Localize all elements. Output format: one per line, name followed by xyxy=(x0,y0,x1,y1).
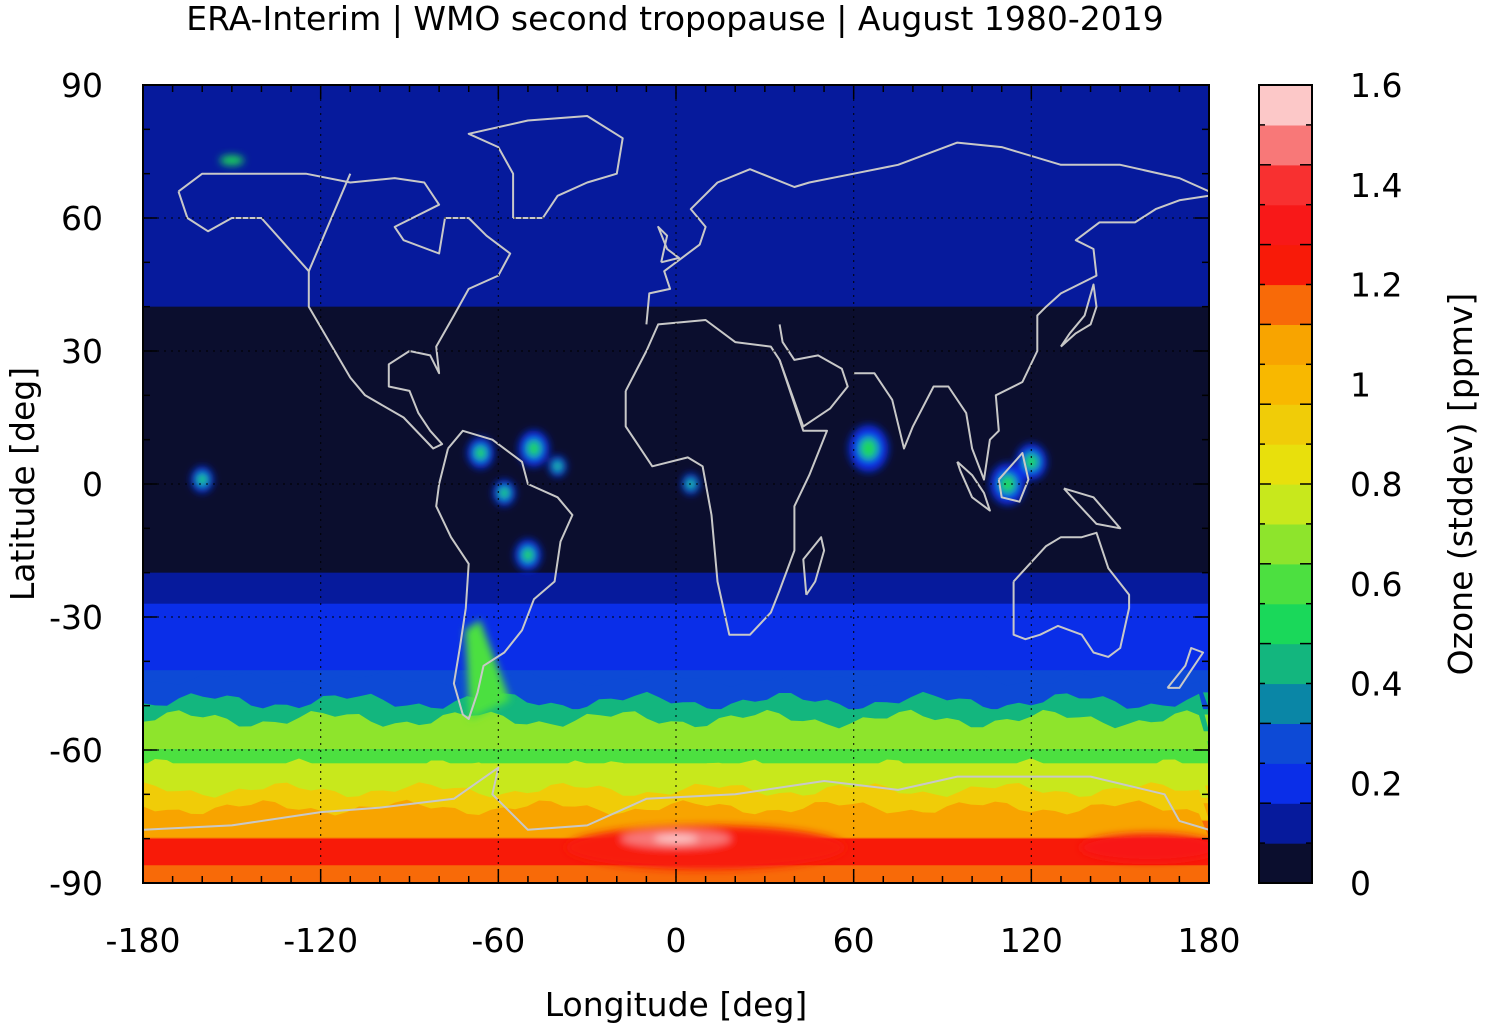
coastline xyxy=(1063,487,1122,530)
x-tick-label: 180 xyxy=(1178,921,1241,960)
y-tick-labels: 90 60 30 0 -30 -60 -90 xyxy=(49,66,103,903)
coastline xyxy=(435,429,574,720)
x-tick-label: 60 xyxy=(833,921,875,960)
colorbar-segment xyxy=(1259,683,1312,724)
colorbar-tick-label: 1.6 xyxy=(1350,66,1402,105)
colorbar-segment xyxy=(1259,124,1312,166)
y-tick-label: 30 xyxy=(61,332,103,371)
latitude-band xyxy=(143,147,1209,308)
colorbar-segment xyxy=(1259,763,1312,804)
grid-lines xyxy=(143,85,1209,883)
coastline xyxy=(778,324,849,428)
colorbar-tick-labels: 1.6 1.4 1.2 1 0.8 0.6 0.4 0.2 0 xyxy=(1350,66,1402,903)
tropical-blob xyxy=(197,473,208,486)
colorbar-tick-label: 1.2 xyxy=(1350,266,1402,305)
ozone-map xyxy=(143,85,1209,883)
x-tick-label: 0 xyxy=(666,921,687,960)
x-tick-label: -120 xyxy=(283,921,358,960)
colorbar-segment xyxy=(1259,843,1312,884)
arctic-blob xyxy=(219,155,244,166)
colorbar-segment xyxy=(1259,85,1312,126)
coastline xyxy=(645,141,1209,325)
tropical-blob xyxy=(999,474,1016,494)
tropical-blob xyxy=(499,486,510,499)
colorbar-tick-label: 0.2 xyxy=(1350,764,1402,803)
tropical-blob xyxy=(526,440,541,457)
colorbar-tick-label: 0.4 xyxy=(1350,665,1402,704)
colorbar-segment xyxy=(1259,164,1312,206)
y-tick-label: 90 xyxy=(61,66,103,105)
y-tick-label: -90 xyxy=(49,864,103,903)
tropical-blob xyxy=(553,461,562,472)
colorbar-tick-label: 1 xyxy=(1350,365,1371,404)
colorbar-segment xyxy=(1259,244,1312,286)
tropical-blob xyxy=(859,437,878,460)
axis-ticks xyxy=(142,84,1210,884)
coastline xyxy=(657,225,680,264)
colorbar-segment xyxy=(1259,204,1312,246)
x-axis-label: Longitude [deg] xyxy=(545,985,808,1024)
coastline xyxy=(853,194,1209,481)
x-tick-label: -60 xyxy=(471,921,525,960)
coastline xyxy=(177,172,512,450)
polar-patch xyxy=(1079,833,1209,862)
x-tick-label: 120 xyxy=(1000,921,1063,960)
coastline xyxy=(143,766,1209,831)
coastline xyxy=(802,536,826,596)
chart-title: ERA-Interim | WMO second tropopause | Au… xyxy=(186,0,1163,38)
colorbar-segment xyxy=(1259,324,1312,365)
colorbar-tick-label: 0.8 xyxy=(1350,465,1402,504)
coastline xyxy=(1012,531,1131,658)
coastline xyxy=(956,461,991,512)
x-tick-labels: -180 -120 -60 0 60 120 180 xyxy=(106,921,1241,960)
colorbar-segment xyxy=(1259,284,1312,325)
band-edge xyxy=(143,799,1209,838)
colorbar xyxy=(1259,85,1312,884)
coastline xyxy=(997,452,1030,503)
y-axis-label: Latitude [deg] xyxy=(3,367,42,601)
colorbar-segment xyxy=(1259,484,1312,525)
y-tick-label: 60 xyxy=(61,199,103,238)
coastline xyxy=(1060,283,1098,348)
colorbar-segment xyxy=(1259,444,1312,485)
colorbar-tick-label: 0 xyxy=(1350,864,1371,903)
colorbar-segment xyxy=(1259,563,1312,605)
colorbar-tick-label: 1.4 xyxy=(1350,166,1402,205)
colorbar-tick-label: 0.6 xyxy=(1350,565,1402,604)
tropical-blob xyxy=(521,547,534,563)
colorbar-ticks xyxy=(1259,84,1312,884)
tropical-blob xyxy=(474,445,487,461)
colorbar-segment xyxy=(1259,603,1312,645)
latitude-band xyxy=(143,572,1209,605)
colorbar-segment xyxy=(1259,523,1312,565)
coastlines xyxy=(143,115,1209,831)
colorbar-label: Ozone (stddev) [ppmv] xyxy=(1441,293,1480,676)
coastline xyxy=(467,115,624,219)
y-tick-label: -30 xyxy=(49,598,103,637)
colorbar-segment xyxy=(1259,723,1312,764)
coastline xyxy=(624,319,828,636)
colorbar-segment xyxy=(1259,803,1312,844)
colorbar-segment xyxy=(1259,643,1312,685)
colorbar-segment xyxy=(1259,404,1312,445)
y-tick-label: -60 xyxy=(49,731,103,770)
coastline xyxy=(1166,647,1205,689)
colorbar-segment xyxy=(1259,364,1312,405)
tropical-blob xyxy=(1024,453,1039,471)
y-tick-label: 0 xyxy=(82,465,103,504)
coastline xyxy=(307,173,352,272)
x-tick-label: -180 xyxy=(106,921,181,960)
polar-patch xyxy=(654,834,698,843)
latitude-band xyxy=(143,351,1209,574)
